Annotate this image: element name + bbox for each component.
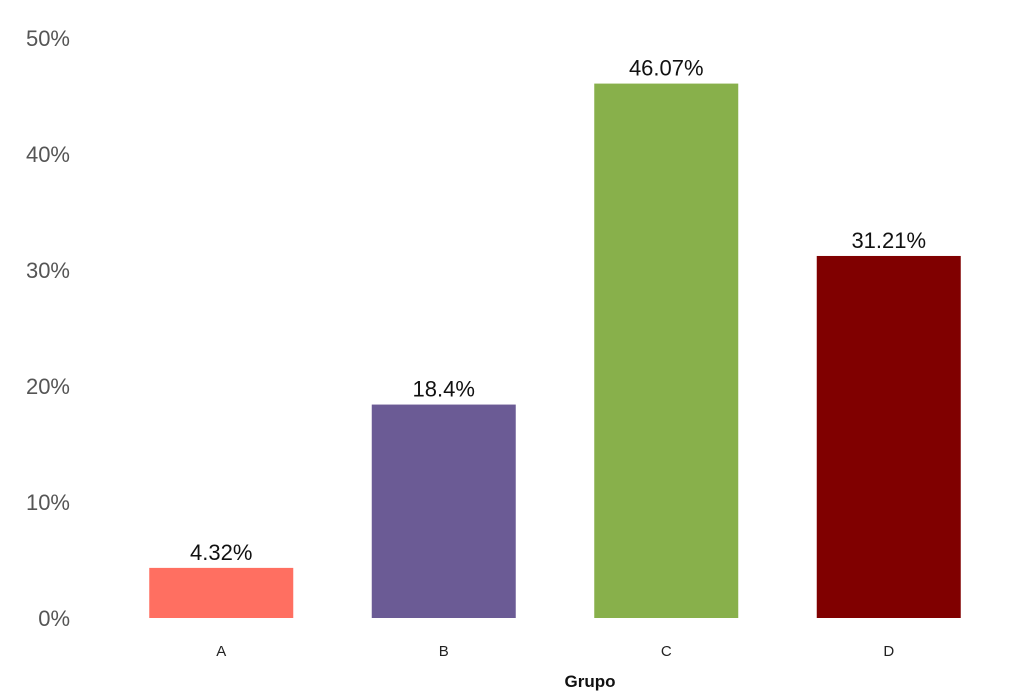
y-tick-label: 20% — [26, 374, 70, 399]
y-tick-label: 30% — [26, 258, 70, 283]
x-axis-title: Grupo — [565, 672, 616, 691]
y-tick-label: 40% — [26, 142, 70, 167]
bar-b — [371, 404, 516, 618]
y-tick-label: 0% — [38, 606, 70, 631]
bar-a — [149, 567, 294, 618]
y-tick-label: 50% — [26, 26, 70, 51]
bar-value-label: 4.32% — [190, 540, 252, 565]
x-tick-label: B — [439, 643, 449, 660]
y-axis: 0% 10% 20% 30% 40% 50% — [26, 26, 70, 631]
x-tick-label: D — [883, 643, 894, 660]
bar-d — [816, 255, 961, 619]
bar-value-label: 18.4% — [413, 377, 475, 402]
bars — [149, 83, 961, 619]
bar-c — [594, 83, 739, 618]
x-axis: A B C D — [216, 643, 894, 660]
bar-value-label: 46.07% — [629, 56, 704, 81]
x-tick-label: A — [216, 643, 226, 660]
y-tick-label: 10% — [26, 490, 70, 515]
bar-value-labels: 4.32% 18.4% 46.07% 31.21% — [190, 56, 926, 565]
x-tick-label: C — [661, 643, 672, 660]
bar-value-label: 31.21% — [851, 228, 926, 253]
